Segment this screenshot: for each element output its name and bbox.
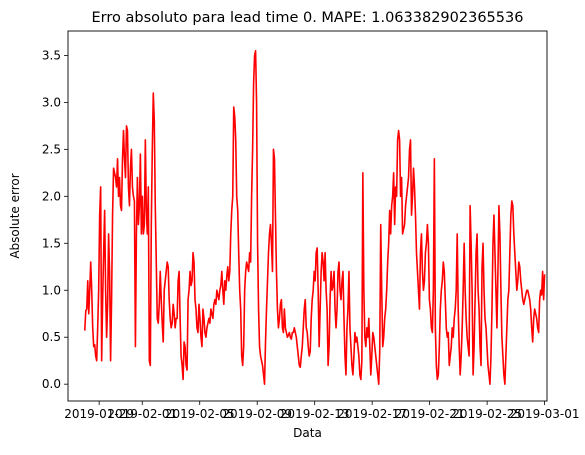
x-tick-label: 2019-02-13 <box>280 407 350 421</box>
y-tick-label: 1.5 <box>42 236 61 250</box>
x-axis-label: Data <box>293 426 322 440</box>
y-tick-label: 3.5 <box>42 48 61 62</box>
plot-frame <box>67 30 548 402</box>
y-tick-label: 0.5 <box>42 330 61 344</box>
x-tick-label: 2019-02-05 <box>165 407 235 421</box>
y-tick-label: 2.0 <box>42 189 61 203</box>
x-tick-label: 2019-02-17 <box>337 407 407 421</box>
y-axis: 0.0 0.5 1.0 1.5 2.0 2.5 3.0 3.5 <box>42 48 68 391</box>
y-tick-label: 2.5 <box>42 142 61 156</box>
y-axis-label: Absolute error <box>8 173 22 258</box>
x-tick-label: 2019-02-01 <box>107 407 177 421</box>
x-axis: 2019-01-292019-02-012019-02-052019-02-09… <box>64 401 579 421</box>
x-tick-label: 2019-02-25 <box>452 407 522 421</box>
x-tick-label: 2019-01-29 <box>64 407 134 421</box>
x-tick-label: 2019-03-01 <box>510 407 580 421</box>
y-tick-label: 1.0 <box>42 283 61 297</box>
x-tick-label: 2019-02-21 <box>395 407 465 421</box>
x-tick-label: 2019-02-09 <box>222 407 292 421</box>
chart-title: Erro absoluto para lead time 0. MAPE: 1.… <box>92 10 524 26</box>
y-tick-label: 0.0 <box>42 377 61 391</box>
series-line <box>83 49 546 385</box>
y-tick-label: 3.0 <box>42 95 61 109</box>
